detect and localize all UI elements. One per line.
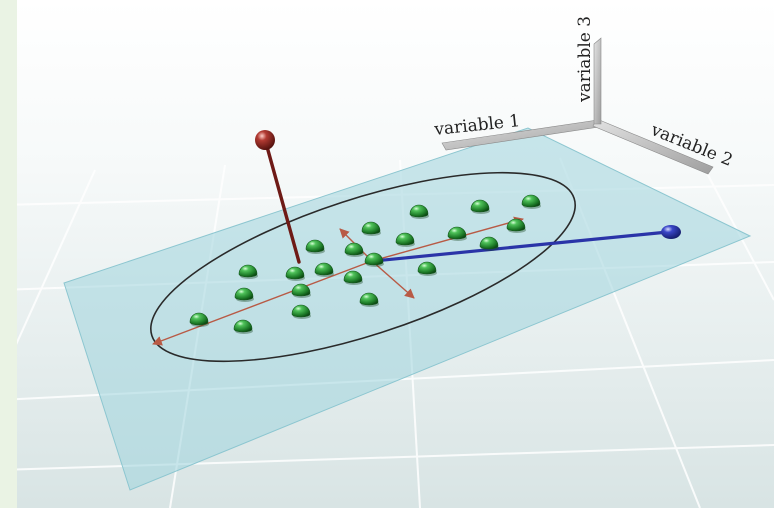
red-outlier-stick — [264, 141, 301, 264]
data-point — [521, 194, 541, 209]
principal-axes — [152, 216, 524, 346]
data-point — [314, 262, 334, 277]
pc1-arrow — [371, 216, 524, 262]
data-point — [506, 218, 526, 233]
data-point — [364, 252, 384, 267]
data-point — [343, 270, 363, 285]
data-points — [189, 194, 541, 334]
left-side-strip — [0, 0, 17, 508]
data-point — [409, 204, 429, 219]
red-outlier-sphere — [255, 130, 275, 150]
data-point — [291, 283, 311, 298]
pc1-arrow-reverse — [152, 260, 373, 346]
data-point — [189, 312, 209, 327]
data-point — [359, 292, 379, 307]
pc2-arrow — [371, 260, 415, 299]
data-point — [361, 221, 381, 236]
axis-label-variable-3: variable 3 — [575, 16, 595, 103]
data-point — [233, 319, 253, 334]
data-point — [344, 242, 364, 257]
data-point — [395, 232, 415, 247]
data-point — [417, 261, 437, 276]
data-point — [285, 266, 305, 281]
data-point — [470, 199, 490, 214]
data-point — [447, 226, 467, 241]
data-point — [234, 287, 254, 302]
axis-rods — [441, 37, 714, 175]
confidence-ellipse — [150, 171, 576, 363]
data-point — [305, 239, 325, 254]
data-point — [238, 264, 258, 279]
projection-plane — [63, 127, 752, 491]
blue-outlier-sphere — [661, 225, 681, 239]
data-point — [291, 304, 311, 319]
data-point — [479, 236, 499, 251]
axis-rod-variable-3 — [593, 37, 602, 125]
blue-outlier-rod — [372, 230, 670, 263]
